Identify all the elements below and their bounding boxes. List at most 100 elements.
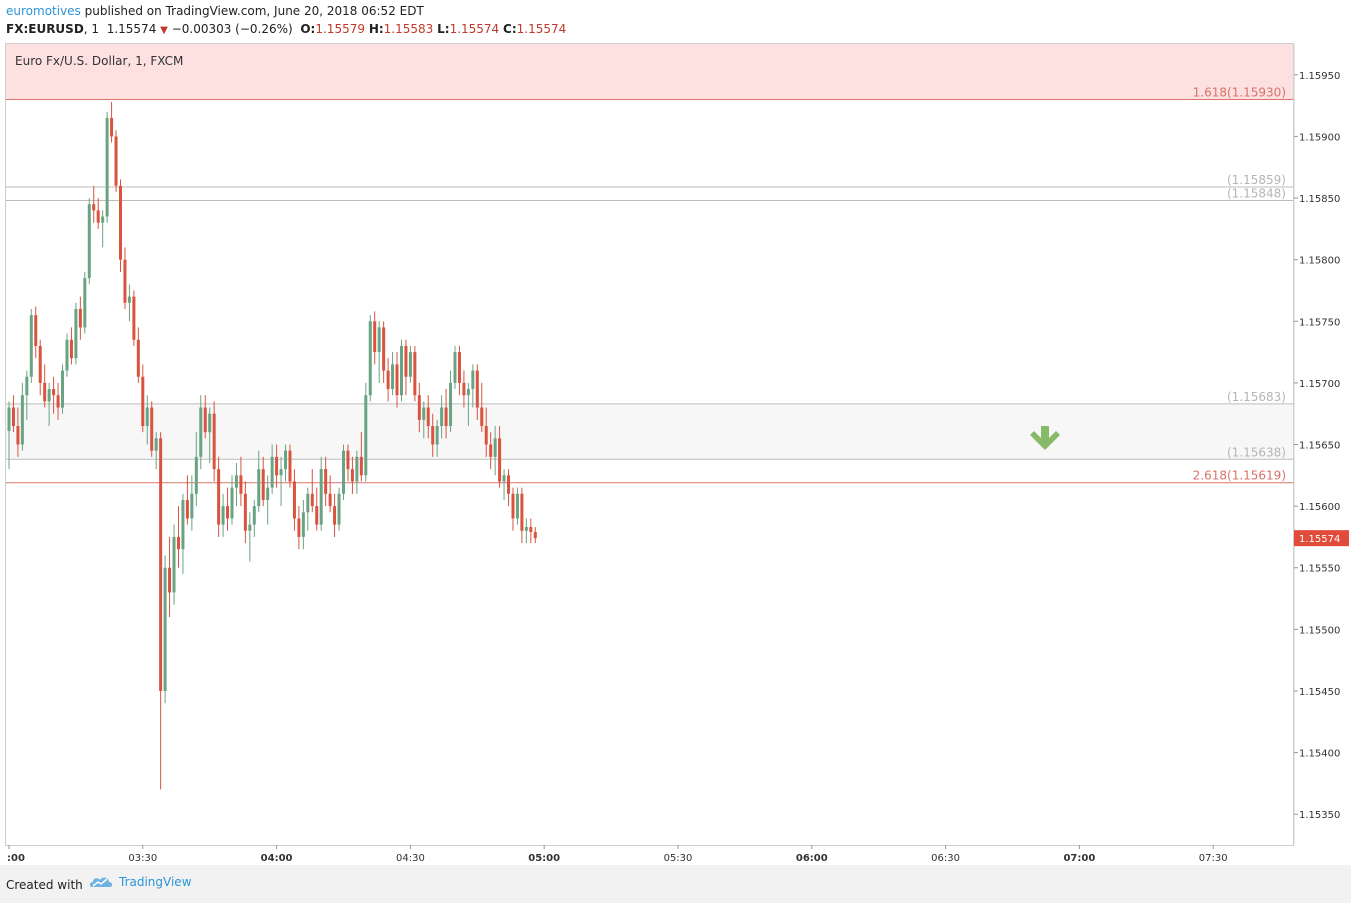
candle: [172, 524, 176, 605]
candle: [399, 339, 403, 402]
candle: [176, 506, 180, 568]
candle-body: [524, 527, 528, 531]
candle: [199, 395, 203, 470]
symbol: FX:EURUSD: [6, 22, 84, 36]
candle-body: [310, 493, 314, 507]
candle: [355, 450, 359, 494]
candle-body: [11, 407, 15, 427]
candle: [462, 370, 466, 408]
candle: [101, 210, 105, 248]
candle: [252, 499, 256, 537]
candle: [132, 290, 136, 346]
candle-body: [404, 345, 408, 377]
low-value: 1.15574: [449, 22, 500, 36]
candle: [16, 407, 20, 457]
down-triangle-icon: ▼: [160, 25, 168, 36]
candle-body: [159, 438, 163, 691]
candle: [324, 456, 328, 507]
candle-body: [252, 506, 256, 525]
candle-body: [319, 469, 323, 525]
candle: [105, 111, 109, 223]
price-tick-label: 1.15750: [1299, 317, 1340, 328]
candle: [359, 432, 363, 482]
last-price: 1.15574: [106, 22, 157, 36]
candle-body: [190, 493, 194, 519]
candle-body: [74, 308, 78, 359]
candle-body: [297, 518, 301, 537]
price-tick-label: 1.15500: [1299, 625, 1340, 636]
candle-body: [417, 395, 421, 420]
candle: [208, 407, 212, 463]
candle-body: [176, 536, 180, 550]
candle: [350, 456, 354, 494]
candle-body: [426, 407, 430, 427]
candle-body: [422, 407, 426, 420]
candle-body: [480, 407, 484, 427]
candle: [301, 499, 305, 550]
candle: [69, 327, 73, 365]
candle-body: [34, 315, 38, 346]
open-value: 1.15579: [315, 22, 365, 36]
candle: [489, 432, 493, 470]
price-tick-label: 1.15950: [1299, 71, 1340, 82]
close-value: 1.15574: [516, 22, 567, 36]
candle: [346, 444, 350, 482]
candle-body: [172, 536, 176, 593]
candle: [520, 487, 524, 544]
candle: [163, 555, 167, 704]
candle-body: [457, 352, 461, 383]
candle: [368, 315, 372, 402]
candle: [382, 321, 386, 383]
candle: [38, 339, 42, 396]
candle-body: [386, 370, 390, 390]
candle-body: [261, 469, 265, 500]
candle-body: [377, 327, 381, 353]
author-link[interactable]: euromotives: [6, 4, 81, 18]
candle-body: [163, 567, 167, 691]
candle-body: [270, 456, 274, 488]
candle-body: [203, 407, 207, 433]
candle: [426, 395, 430, 439]
candle: [74, 302, 78, 365]
candle: [297, 506, 301, 550]
candle: [319, 456, 323, 531]
candle: [315, 487, 319, 531]
tradingview-brand[interactable]: TradingView: [89, 875, 192, 889]
candle: [181, 493, 185, 574]
candle: [515, 487, 519, 525]
candle: [529, 518, 533, 544]
candle-body: [408, 352, 412, 377]
candle-body: [96, 210, 100, 223]
candle-body: [493, 438, 497, 457]
candle: [480, 382, 484, 433]
candle-body: [212, 413, 216, 470]
candle-body: [301, 512, 305, 537]
candle: [29, 308, 33, 383]
candle: [453, 345, 457, 390]
candle: [7, 401, 11, 470]
change: −0.00303 (−0.26%): [171, 22, 293, 36]
candle: [127, 284, 131, 322]
candle-body: [234, 475, 238, 488]
candle-body: [16, 426, 20, 445]
candle-body: [83, 278, 87, 328]
candle: [373, 311, 377, 365]
candle: [185, 475, 189, 525]
candle-body: [7, 407, 11, 431]
candle: [395, 352, 399, 408]
candle-body: [61, 370, 65, 408]
publish-line: euromotives published on TradingView.com…: [6, 4, 424, 18]
candle: [404, 339, 408, 396]
candle: [333, 493, 337, 537]
price-tick-label: 1.15850: [1299, 194, 1340, 205]
candle-body: [78, 308, 82, 328]
candle: [190, 475, 194, 531]
candle: [431, 413, 435, 457]
candle: [203, 395, 207, 439]
candle: [221, 493, 225, 537]
price-chart[interactable]: 1.618(1.15930) (1.15859)(1.15848) (1.15683…: [0, 0, 1351, 865]
candle-body: [65, 339, 69, 371]
candle-body: [25, 376, 29, 396]
candle-body: [440, 407, 444, 427]
candle-body: [529, 527, 533, 532]
